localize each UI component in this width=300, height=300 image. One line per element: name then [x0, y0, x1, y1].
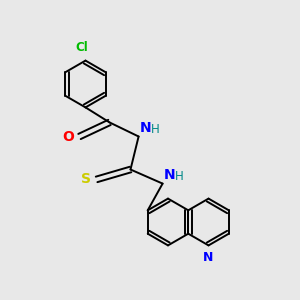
- Text: N: N: [203, 251, 214, 264]
- Text: N: N: [140, 121, 152, 135]
- Text: H: H: [151, 123, 160, 136]
- Text: O: O: [62, 130, 74, 144]
- Text: N: N: [164, 168, 176, 182]
- Text: H: H: [175, 170, 184, 184]
- Text: Cl: Cl: [76, 41, 88, 54]
- Text: S: S: [81, 172, 91, 186]
